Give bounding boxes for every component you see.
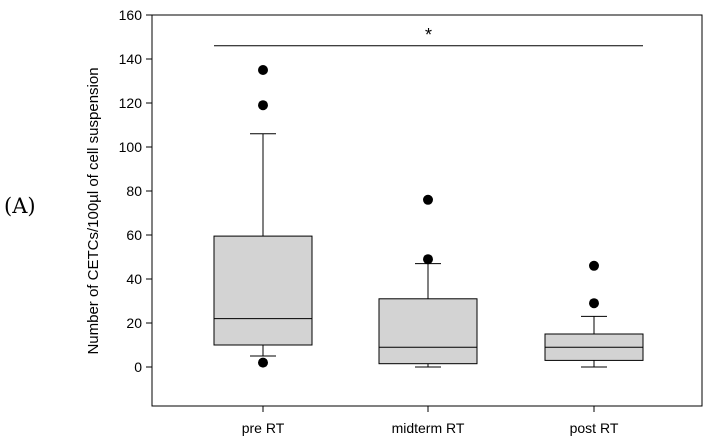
y-tick-label: 160 <box>119 7 143 23</box>
x-axis: pre RT midterm RT post RT <box>242 406 619 436</box>
x-tick-label: midterm RT <box>392 420 465 436</box>
y-tick-label: 140 <box>119 51 143 67</box>
outlier-point <box>589 260 599 271</box>
outlier-point <box>423 254 433 265</box>
box-midterm-rt <box>378 194 478 368</box>
y-tick-label: 120 <box>119 95 143 111</box>
y-axis-label: Number of CETCs/100µl of cell suspension <box>85 67 102 354</box>
box-series <box>213 65 644 368</box>
plot-area-border <box>151 14 703 407</box>
box-iqr <box>213 235 313 346</box>
y-tick-label: 20 <box>126 315 142 331</box>
outlier-point <box>258 65 268 75</box>
y-tick-label: 40 <box>126 271 142 287</box>
outlier-point <box>258 357 268 368</box>
y-tick-label: 80 <box>126 183 142 199</box>
x-tick-label: post RT <box>570 420 619 436</box>
outlier-point <box>258 100 268 111</box>
y-axis: 0 20 40 60 80 100 120 140 160 <box>119 7 152 375</box>
y-tick-label: 60 <box>126 227 142 243</box>
panel-label: (A) <box>4 194 36 218</box>
box-post-rt <box>544 260 644 368</box>
box-iqr <box>378 298 478 365</box>
box-pre-rt <box>213 65 313 368</box>
y-tick-label: 100 <box>119 139 143 155</box>
outlier-point <box>423 194 433 205</box>
y-tick-label: 0 <box>134 359 142 375</box>
outlier-point <box>589 298 599 309</box>
x-tick-label: pre RT <box>242 420 285 436</box>
plot-frame <box>151 14 703 407</box>
significance-marker: * <box>425 25 432 45</box>
annotations: * <box>214 25 643 47</box>
